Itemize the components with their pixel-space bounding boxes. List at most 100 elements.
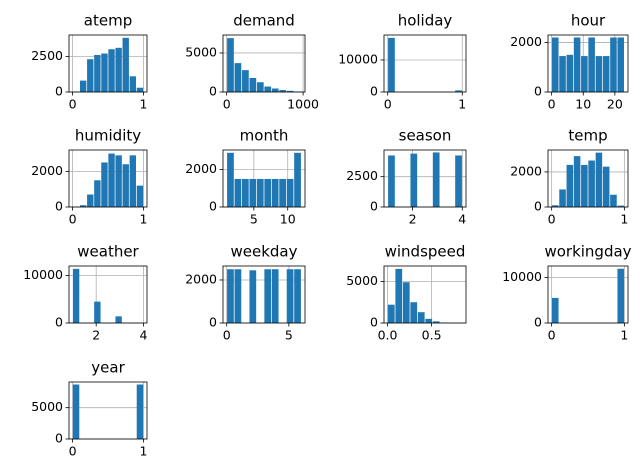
x-tick-label: 2 [92, 328, 100, 343]
x-tick-label: 5 [285, 328, 293, 343]
bar [610, 194, 617, 207]
bar [573, 156, 581, 207]
y-tick-label: 2000 [510, 34, 542, 49]
subplot-title: humidity [75, 127, 141, 145]
axes-frame [68, 265, 148, 324]
bar [559, 189, 566, 207]
y-tick-label: 5000 [31, 399, 63, 414]
y-tick-label: 0 [55, 84, 63, 99]
bar [552, 205, 559, 207]
bar [94, 54, 101, 92]
axes-frame [547, 34, 629, 93]
subplot: demand 0 5000 0 1000 [185, 12, 319, 112]
bar [129, 76, 137, 92]
bar [79, 80, 87, 92]
x-tick-label: 0 [69, 212, 77, 227]
bar [294, 269, 301, 323]
x-tick-label: 1 [458, 97, 466, 112]
bar [108, 49, 115, 92]
bar [249, 178, 257, 207]
bar [234, 269, 242, 323]
bar [227, 269, 234, 323]
bar [455, 155, 462, 207]
x-tick-label: 0 [548, 328, 556, 343]
subplot-title: holiday [398, 12, 453, 30]
bar [264, 178, 272, 207]
y-tick-label: 10000 [338, 51, 378, 66]
subplot: season 0 2500 2 4 [346, 127, 467, 227]
bar [136, 384, 144, 439]
y-tick-label: 5000 [185, 44, 217, 59]
bar [101, 162, 108, 207]
y-tick-label: 5000 [346, 273, 378, 288]
bar [286, 178, 294, 207]
x-tick-label: 0 [223, 97, 231, 112]
subplot-title: atemp [84, 12, 132, 30]
y-tick-label: 2000 [185, 161, 217, 176]
y-tick-label: 0 [209, 315, 217, 330]
bar [573, 37, 581, 92]
y-tick-label: 10000 [23, 267, 63, 282]
subplot: temp 0 2000 0 1 [510, 127, 629, 227]
bar [122, 164, 129, 207]
bar [256, 178, 264, 207]
bar [72, 384, 80, 439]
bar [72, 268, 80, 323]
bar [122, 37, 129, 92]
subplot: weather 0 10000 2 4 [23, 243, 147, 343]
bar [227, 38, 234, 92]
subplot-title: temp [568, 127, 607, 145]
y-tick-label: 10000 [502, 269, 542, 284]
subplot-title: weekday [230, 243, 297, 261]
bar [425, 318, 433, 323]
bar [395, 268, 403, 323]
bar [279, 90, 287, 92]
subplot-title: workingday [544, 243, 631, 261]
bar [94, 180, 101, 207]
bar [581, 164, 588, 207]
axes-frame [68, 149, 148, 208]
y-tick-label: 2000 [185, 271, 217, 286]
x-tick-label: 0 [548, 212, 556, 227]
y-tick-label: 0 [55, 315, 63, 330]
bar [552, 297, 559, 323]
bar [432, 321, 440, 323]
bar [115, 155, 122, 207]
subplot: holiday 0 10000 0 1 [338, 12, 467, 112]
bar [432, 152, 440, 207]
subplot: weekday 0 2000 0 5 [185, 243, 306, 343]
x-tick-label: 2 [409, 212, 417, 227]
axes-frame [547, 265, 629, 324]
y-tick-label: 0 [55, 431, 63, 446]
bar [271, 269, 279, 323]
axes-frame [383, 34, 467, 93]
x-tick-label: 0.0 [378, 328, 398, 343]
subplot-title: demand [233, 12, 295, 30]
bar [94, 301, 101, 323]
y-tick-label: 0 [370, 315, 378, 330]
bar [617, 37, 624, 92]
bar [595, 56, 603, 92]
subplot-title: weather [77, 243, 139, 261]
y-tick-label: 2500 [31, 48, 63, 63]
bar [388, 155, 395, 207]
bar [581, 56, 588, 92]
y-tick-label: 0 [55, 199, 63, 214]
bar [588, 37, 595, 92]
bar [227, 152, 234, 207]
subplot-title: hour [571, 12, 606, 30]
subplot: hour 0 2000 0 10 20 [510, 12, 629, 112]
x-tick-label: 5 [250, 212, 258, 227]
bar [129, 155, 137, 207]
x-tick-label: 20 [607, 97, 623, 112]
y-tick-label: 2000 [510, 163, 542, 178]
x-tick-label: 1 [139, 97, 147, 112]
bar [552, 37, 559, 92]
bar [234, 63, 242, 92]
bar [108, 153, 115, 207]
bar [566, 164, 574, 207]
axes-frame [68, 34, 148, 93]
y-tick-label: 0 [370, 199, 378, 214]
subplot-title: season [399, 127, 452, 145]
